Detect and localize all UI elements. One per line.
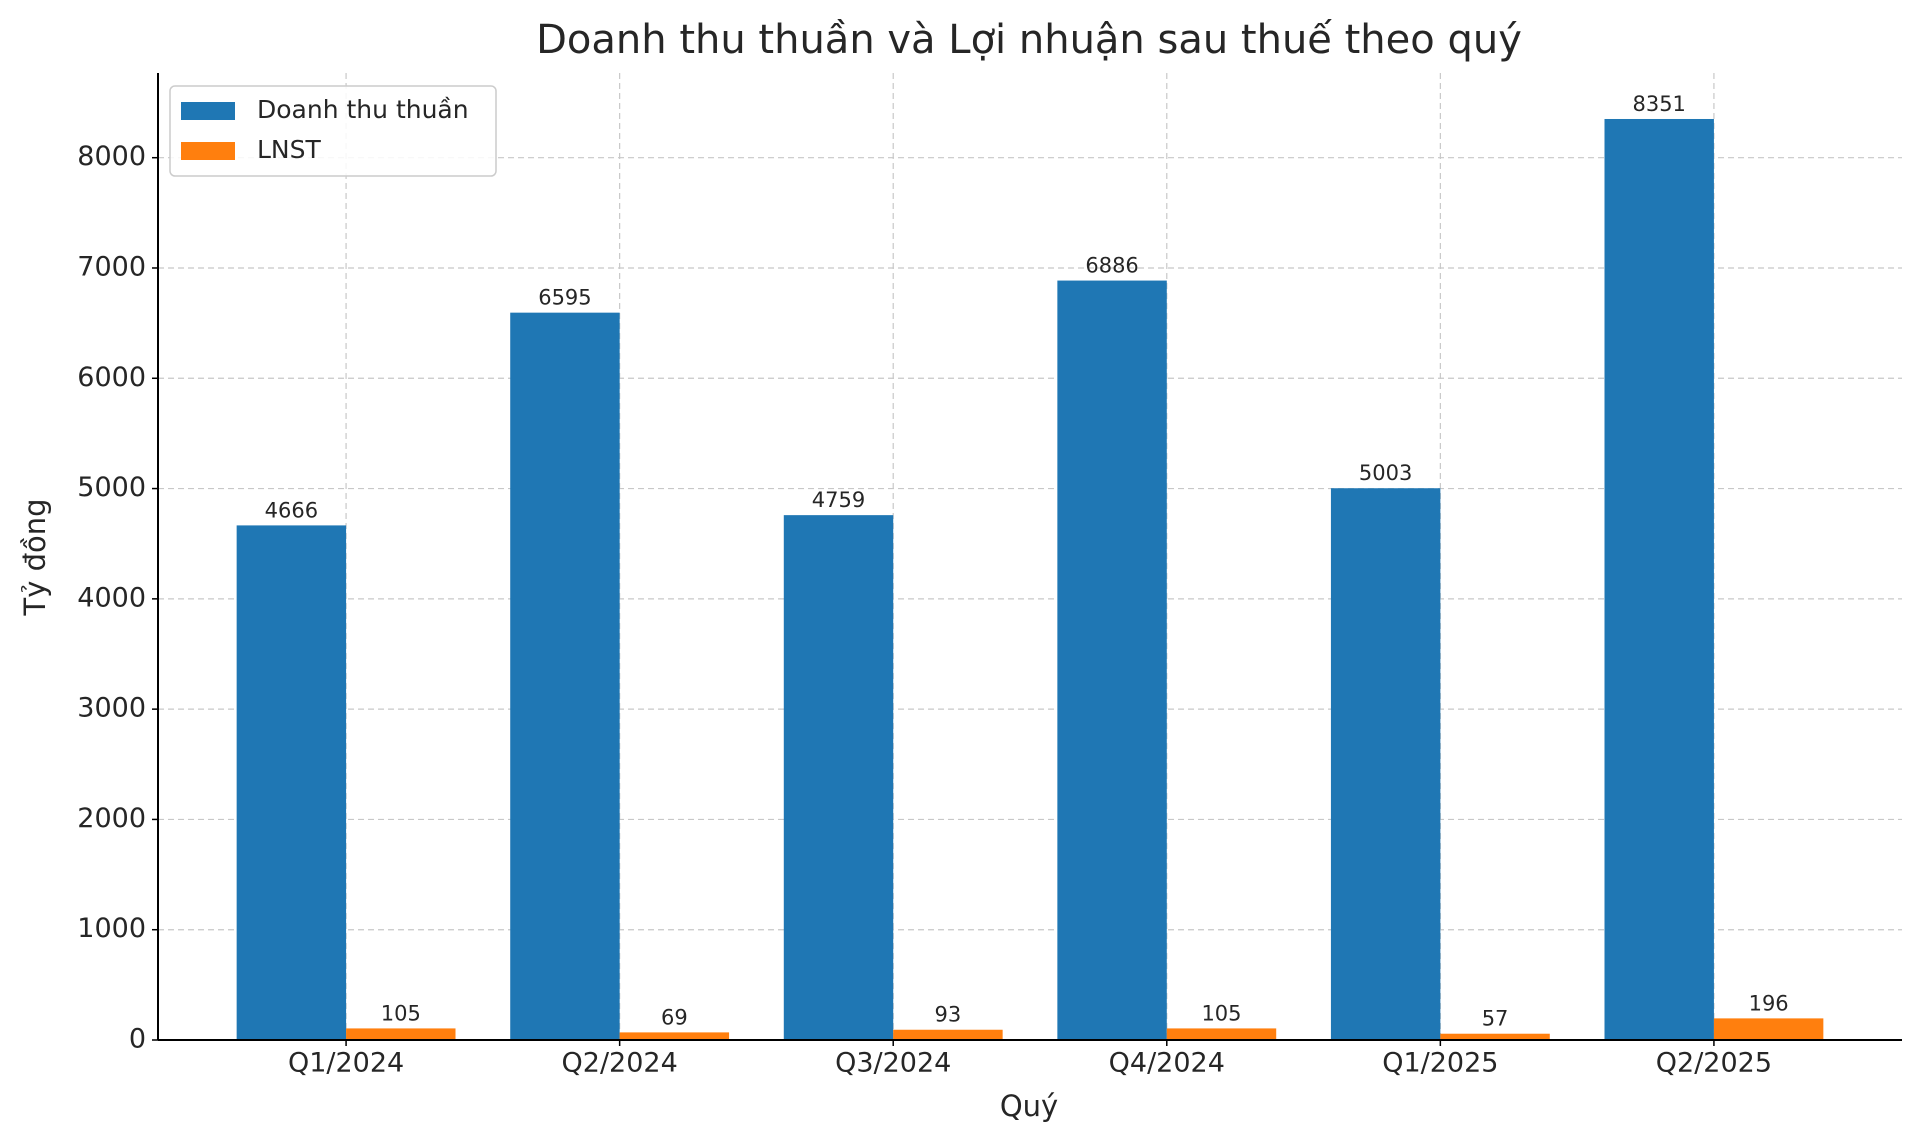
y-tick-label: 0	[129, 1024, 146, 1055]
data-label: 69	[661, 1005, 688, 1029]
legend-swatch	[181, 102, 235, 120]
y-tick-label: 5000	[77, 472, 146, 503]
data-label: 105	[381, 1001, 421, 1025]
bar	[893, 1029, 1003, 1040]
bar	[783, 515, 894, 1040]
x-tick-label: Q2/2025	[1656, 1048, 1772, 1079]
bar	[1713, 1018, 1824, 1040]
bar	[1166, 1028, 1277, 1040]
bar	[619, 1032, 730, 1040]
data-label: 93	[935, 1003, 962, 1027]
data-label: 4759	[812, 488, 865, 512]
x-axis-label: Quý	[1000, 1089, 1058, 1123]
x-tick-label: Q4/2024	[1109, 1048, 1225, 1079]
y-tick-label: 8000	[77, 141, 146, 172]
legend-label: Doanh thu thuần	[257, 95, 469, 124]
y-tick-label: 3000	[77, 693, 146, 724]
bar	[346, 1028, 456, 1040]
legend-label: LNST	[257, 135, 321, 164]
data-label: 6595	[538, 286, 591, 310]
data-label: 57	[1482, 1007, 1509, 1031]
bar	[1440, 1033, 1550, 1040]
y-tick-label: 6000	[77, 362, 146, 393]
y-axis-label: Tỷ đồng	[18, 498, 52, 616]
data-label: 105	[1201, 1001, 1241, 1025]
bar	[1057, 280, 1167, 1040]
bar	[1604, 118, 1714, 1040]
chart-title: Doanh thu thuần và Lợi nhuận sau thuế th…	[536, 17, 1522, 63]
legend-box	[169, 85, 497, 177]
x-tick-label: Q1/2024	[288, 1048, 404, 1079]
legend-swatch	[181, 142, 235, 160]
x-tick-label: Q1/2025	[1382, 1048, 1498, 1079]
bar	[236, 525, 347, 1040]
y-tick-label: 2000	[77, 803, 146, 834]
data-label: 6886	[1085, 254, 1138, 278]
bar	[1330, 488, 1441, 1041]
x-tick-label: Q2/2024	[562, 1048, 678, 1079]
y-tick-label: 7000	[77, 251, 146, 282]
y-tick-label: 1000	[77, 913, 146, 944]
data-label: 196	[1749, 991, 1789, 1015]
data-label: 5003	[1359, 461, 1412, 485]
data-label: 8351	[1632, 92, 1685, 116]
bar	[510, 312, 620, 1040]
x-tick-label: Q3/2024	[835, 1048, 951, 1079]
y-tick-label: 4000	[77, 582, 146, 613]
data-label: 4666	[265, 498, 318, 522]
